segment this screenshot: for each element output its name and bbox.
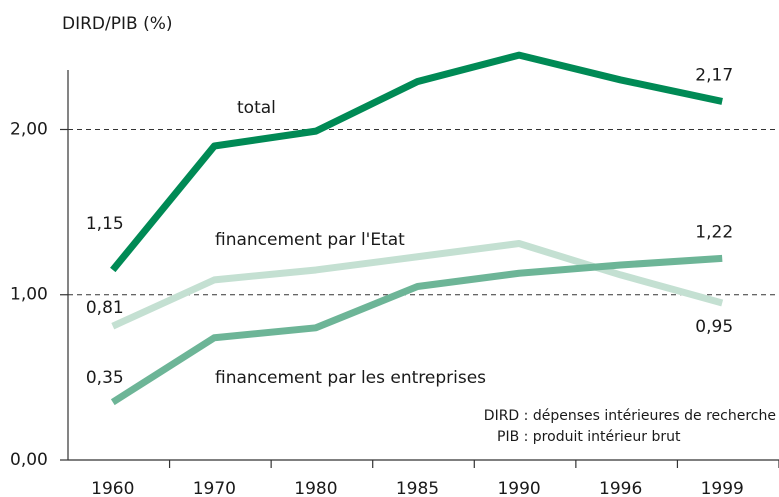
note: PIB : produit intérieur brut bbox=[497, 429, 681, 445]
data-label: 0,95 bbox=[695, 317, 733, 337]
data-label: 2,17 bbox=[695, 65, 733, 85]
y-tick-label: 2,00 bbox=[10, 119, 48, 139]
y-tick-label: 1,00 bbox=[10, 285, 48, 305]
series-line bbox=[110, 254, 723, 406]
x-tick-label: 1985 bbox=[396, 479, 439, 497]
series-label: financement par l'Etat bbox=[215, 230, 405, 250]
data-label: 1,15 bbox=[86, 214, 124, 234]
x-tick-label: 1980 bbox=[294, 479, 337, 497]
series-label: total bbox=[237, 98, 276, 118]
x-tick-label: 1960 bbox=[91, 479, 134, 497]
data-label: 0,35 bbox=[86, 368, 124, 388]
data-label: 0,81 bbox=[86, 298, 124, 318]
series-line bbox=[111, 240, 724, 330]
y-tick-label: 0,00 bbox=[10, 450, 48, 470]
x-tick-label: 1970 bbox=[193, 479, 236, 497]
series-label: financement par les entreprises bbox=[215, 368, 486, 388]
x-tick-label: 1990 bbox=[497, 479, 540, 497]
series-line bbox=[110, 51, 723, 273]
note: DIRD : dépenses intérieures de recherche bbox=[484, 408, 776, 424]
y-axis-label: DIRD/PIB (%) bbox=[62, 14, 172, 34]
x-tick-label: 1996 bbox=[599, 479, 642, 497]
data-label: 1,22 bbox=[695, 222, 733, 242]
x-tick-label: 1999 bbox=[701, 479, 744, 497]
